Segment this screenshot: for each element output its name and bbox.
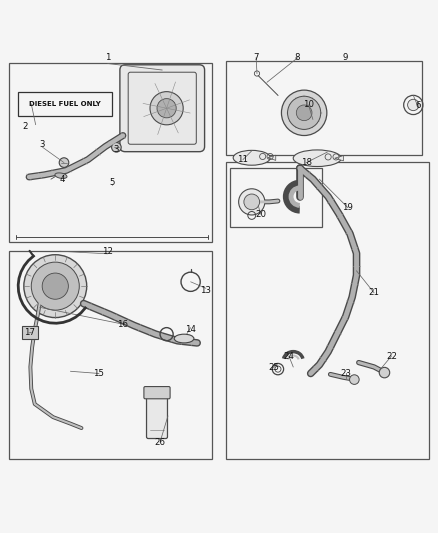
- Text: 5: 5: [109, 177, 115, 187]
- Ellipse shape: [293, 150, 341, 166]
- Circle shape: [379, 367, 390, 378]
- Ellipse shape: [174, 334, 194, 343]
- Circle shape: [282, 90, 327, 135]
- Ellipse shape: [55, 173, 67, 179]
- Circle shape: [296, 105, 312, 120]
- Text: 8: 8: [295, 53, 300, 62]
- Bar: [21, 326, 38, 338]
- Circle shape: [288, 96, 321, 130]
- Text: 3: 3: [113, 145, 119, 154]
- Bar: [230, 168, 321, 227]
- Text: 24: 24: [283, 351, 294, 360]
- Circle shape: [239, 189, 265, 215]
- Text: 21: 21: [368, 288, 379, 297]
- Circle shape: [350, 375, 359, 384]
- Ellipse shape: [233, 150, 270, 165]
- Circle shape: [244, 194, 260, 210]
- Bar: [226, 61, 422, 155]
- Text: 18: 18: [301, 158, 312, 167]
- Circle shape: [157, 99, 176, 118]
- Circle shape: [31, 262, 79, 310]
- Text: 7: 7: [253, 53, 259, 62]
- Circle shape: [59, 158, 69, 167]
- Text: 10: 10: [303, 100, 314, 109]
- Bar: [226, 161, 428, 458]
- Text: 4: 4: [59, 175, 64, 184]
- Text: 22: 22: [386, 351, 397, 360]
- Bar: [10, 251, 212, 458]
- Text: 11: 11: [237, 155, 248, 164]
- Text: DIESEL FUEL ONLY: DIESEL FUEL ONLY: [29, 101, 101, 107]
- Circle shape: [24, 255, 87, 318]
- Text: 20: 20: [255, 209, 266, 219]
- FancyBboxPatch shape: [144, 386, 170, 399]
- Text: 1: 1: [105, 53, 110, 62]
- Text: 17: 17: [24, 328, 35, 337]
- Text: 3: 3: [39, 140, 45, 149]
- Text: 13: 13: [201, 286, 212, 295]
- Polygon shape: [268, 155, 276, 160]
- Circle shape: [408, 99, 419, 111]
- Text: 9: 9: [343, 53, 348, 62]
- Polygon shape: [335, 156, 343, 161]
- Bar: [10, 63, 212, 243]
- Text: 12: 12: [102, 247, 113, 256]
- FancyBboxPatch shape: [147, 393, 167, 439]
- Text: 23: 23: [340, 369, 351, 378]
- FancyBboxPatch shape: [120, 65, 205, 152]
- Text: 6: 6: [415, 101, 420, 110]
- Text: 15: 15: [93, 369, 104, 378]
- Text: 25: 25: [268, 364, 279, 372]
- Circle shape: [150, 92, 183, 125]
- Circle shape: [112, 142, 121, 152]
- Text: 14: 14: [185, 325, 196, 334]
- Bar: [18, 92, 112, 116]
- Text: 19: 19: [343, 203, 353, 212]
- Text: 2: 2: [22, 122, 28, 131]
- Text: 26: 26: [155, 438, 166, 447]
- Circle shape: [42, 273, 68, 299]
- Text: 16: 16: [117, 320, 128, 329]
